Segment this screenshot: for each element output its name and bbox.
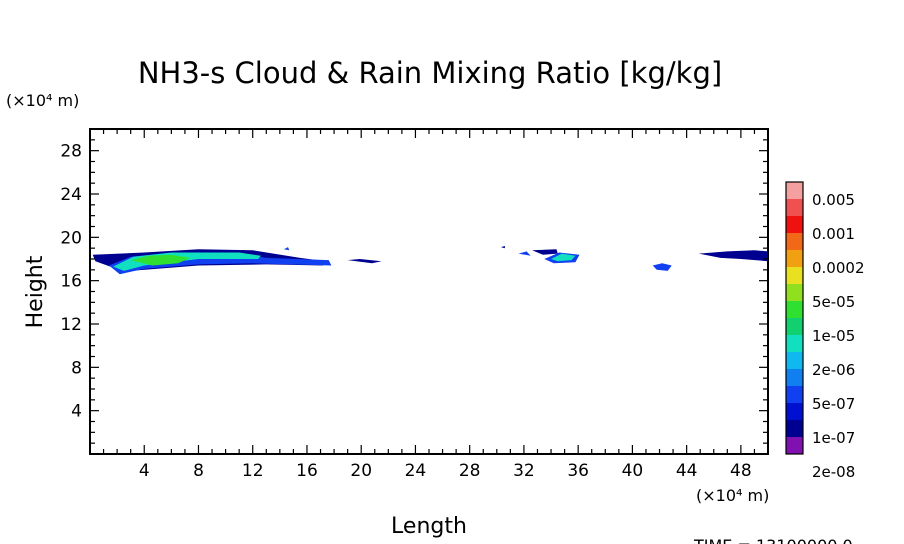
x-axis-unit: (×10⁴ m): [696, 486, 769, 505]
plot-border: [89, 128, 769, 455]
contour-region-7: [652, 263, 672, 271]
x-tick-label: 4: [139, 461, 150, 481]
y-tick-label: 28: [60, 142, 82, 162]
contour-region-10: [347, 259, 382, 264]
time-label: TIME = 13100000.0: [693, 536, 853, 544]
contour-region-8: [698, 250, 768, 262]
contour-region-12: [518, 251, 531, 256]
x-axis-label: Length: [391, 514, 467, 539]
colorbar-swatch: [786, 284, 803, 302]
x-tick-label: 40: [622, 461, 644, 481]
colorbar-swatch: [786, 267, 803, 285]
y-tick-label: 8: [71, 358, 82, 378]
x-tick-label: 20: [350, 461, 372, 481]
colorbar-label: 5e-07: [812, 395, 855, 413]
contour-region-3: [130, 254, 191, 266]
x-tick-label: 44: [676, 461, 698, 481]
x-tick-label: 8: [193, 461, 204, 481]
y-tick-label: 24: [60, 185, 82, 205]
x-tick-label: 24: [405, 461, 427, 481]
colorbar: 0.005 0.001 0.0002 5e-05 1e-05 2e-06 5e-07 1e-0…: [785, 181, 865, 481]
colorbar-swatch: [786, 250, 803, 268]
colorbar-swatch: [786, 403, 803, 421]
colorbar-swatch: [786, 182, 803, 200]
y-tick-label: 16: [60, 272, 82, 292]
x-tick-label: 28: [459, 461, 481, 481]
colorbar-swatch: [786, 386, 803, 404]
colorbar-swatch: [786, 352, 803, 370]
contour-region-6: [551, 253, 576, 262]
colorbar-label: 2e-08: [812, 463, 855, 481]
colorbar-border: [785, 181, 804, 455]
colorbar-swatch: [786, 233, 803, 251]
chart-title: NH3-s Cloud & Rain Mixing Ratio [kg/kg]: [138, 56, 722, 90]
colorbar-swatch: [786, 199, 803, 217]
colorbar-label: 2e-06: [812, 361, 855, 379]
colorbar-label: 0.001: [812, 225, 855, 243]
y-axis-unit: (×10⁴ m): [6, 91, 79, 110]
x-tick-label: 16: [296, 461, 318, 481]
colorbar-label: 0.0002: [812, 259, 865, 277]
colorbar-label: 1e-07: [812, 429, 855, 447]
colorbar-label: 5e-05: [812, 293, 855, 311]
x-tick-label: 32: [513, 461, 535, 481]
y-axis-label: Height: [23, 255, 48, 328]
colorbar-label: 1e-05: [812, 327, 855, 345]
colorbar-swatch: [786, 420, 803, 438]
x-tick-label: 12: [242, 461, 264, 481]
colorbar-swatch: [786, 437, 803, 455]
x-tick-label: 48: [730, 461, 752, 481]
y-tick-label: 20: [60, 228, 82, 248]
contour-region-11: [500, 246, 505, 249]
colorbar-swatch: [786, 369, 803, 387]
contour-region-9: [283, 247, 290, 251]
colorbar-swatch: [786, 301, 803, 319]
colorbar-label: 0.005: [812, 191, 855, 209]
colorbar-swatch: [786, 318, 803, 336]
colorbar-swatch: [786, 335, 803, 353]
y-tick-label: 12: [60, 315, 82, 335]
x-tick-label: 36: [567, 461, 589, 481]
y-tick-label: 4: [71, 402, 82, 422]
contour-region-4: [532, 249, 558, 255]
colorbar-swatch: [786, 216, 803, 234]
